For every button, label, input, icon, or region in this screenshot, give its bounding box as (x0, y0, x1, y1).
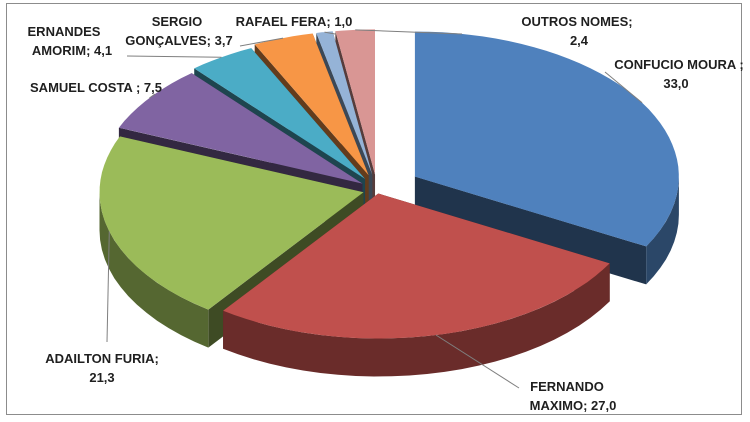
leader-ernandes-amorim (126, 55, 222, 58)
slice-side-fernando-maximo (223, 263, 610, 377)
slice-top-confucio-moura (414, 31, 679, 247)
slice-top-samuel-costa (118, 73, 363, 184)
leader-fernando-maximo (435, 334, 520, 389)
slice-top-fernando-maximo (223, 193, 610, 339)
value-fernando-maximo: MAXIMO; 27,0 (530, 398, 617, 413)
value-confucio-moura: 33,0 (663, 76, 688, 91)
leader-outros-nomes (355, 29, 463, 35)
slice-side-confucio-moura (646, 176, 679, 285)
slice-top-rafael-fera (316, 31, 373, 175)
label-confucio-moura: CONFUCIO MOURA ; (614, 57, 743, 72)
chart-frame: CONFUCIO MOURA ; 33,0 FERNANDO MAXIMO; 2… (6, 3, 743, 415)
label-outros-nomes: OUTROS NOMES; (521, 14, 632, 29)
leader-adailton-furia (106, 231, 110, 343)
leader-sergio-goncalves (239, 37, 284, 47)
value-ernandes-amorim: AMORIM; 4,1 (32, 43, 112, 58)
leader-rafael-fera (324, 31, 336, 35)
value-adailton-furia: 21,3 (89, 370, 114, 385)
slice-top-adailton-furia (99, 136, 364, 310)
slice-top-ernandes-amorim (194, 48, 365, 179)
slice-side-adailton-furia (99, 192, 209, 348)
label-ernandes-amorim: ERNANDES (28, 24, 101, 39)
pie-chart: CONFUCIO MOURA ; 33,0 FERNANDO MAXIMO; 2… (28, 14, 743, 413)
label-adailton-furia: ADAILTON FURIA; (45, 351, 159, 366)
leader-samuel-costa (149, 93, 156, 99)
label-rafael-fera: RAFAEL FERA; 1,0 (236, 14, 353, 29)
label-fernando-maximo: FERNANDO (530, 379, 604, 394)
value-sergio-goncalves: GONÇALVES; 3,7 (125, 33, 232, 48)
slice-fernando-maximo (223, 193, 610, 377)
slice-top-sergio-goncalves (254, 33, 369, 176)
value-outros-nomes: 2,4 (570, 33, 589, 48)
label-samuel-costa: SAMUEL COSTA ; 7,5 (30, 80, 162, 95)
leader-confucio-moura (604, 71, 643, 104)
label-sergio-goncalves: SERGIO (152, 14, 203, 29)
slice-top-outros-nomes (335, 29, 375, 175)
